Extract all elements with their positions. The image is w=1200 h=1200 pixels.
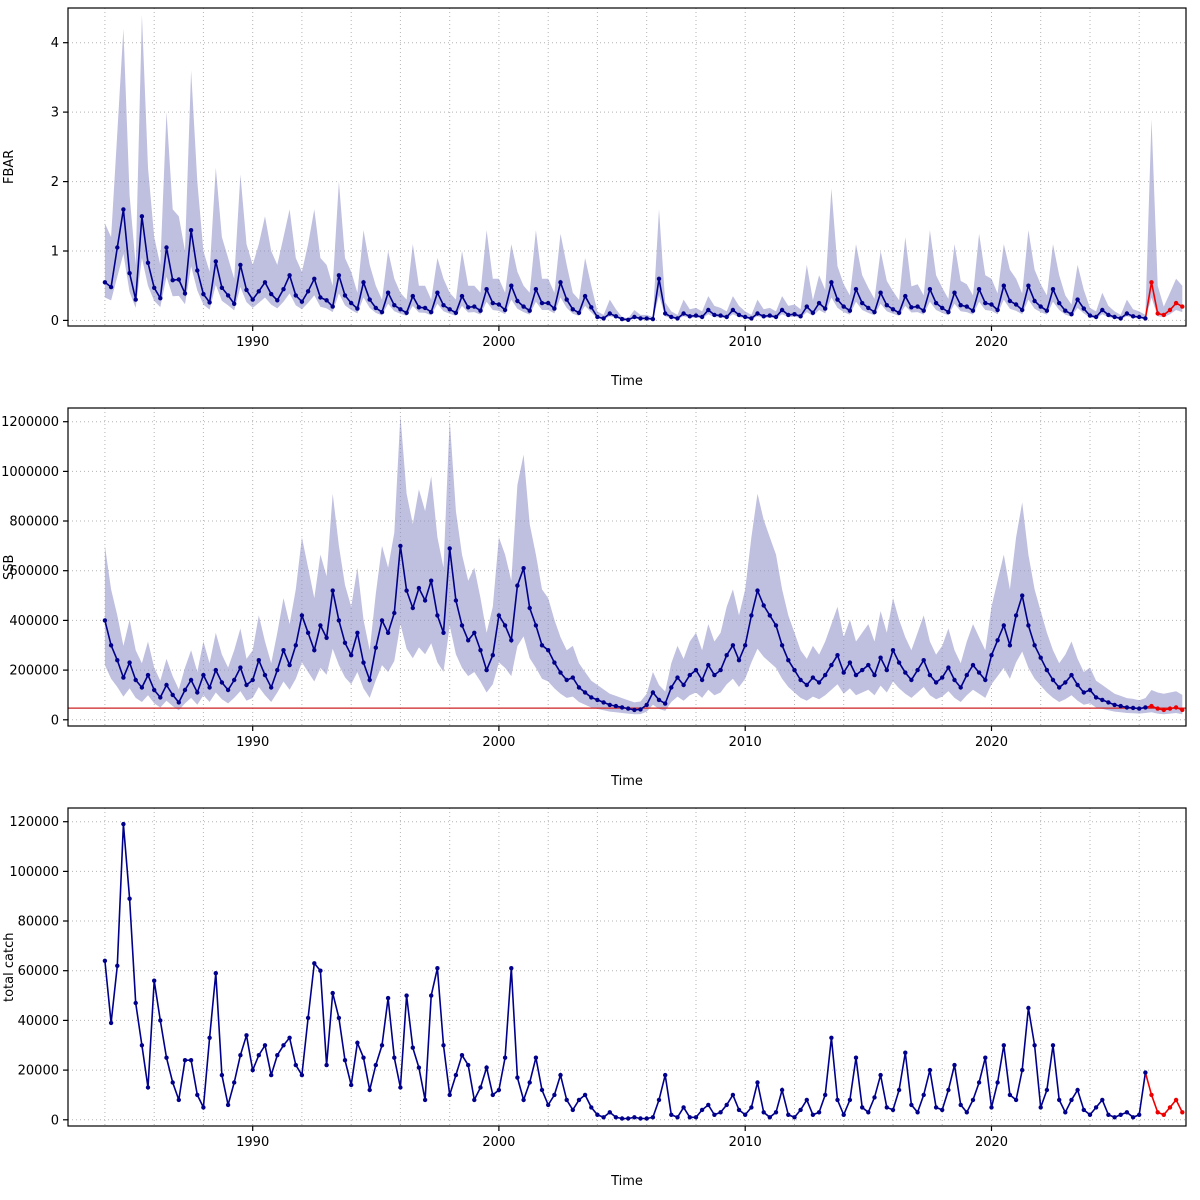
svg-text:100000: 100000	[9, 865, 59, 880]
axis-frame	[63, 7, 1187, 331]
y-axis-title: SSB	[2, 554, 17, 580]
svg-text:60000: 60000	[18, 964, 59, 979]
svg-text:2000: 2000	[482, 1135, 515, 1150]
svg-text:2010: 2010	[729, 335, 762, 350]
svg-text:0: 0	[51, 713, 59, 728]
total-catch-chart-panel: total catch 1990 2000 2010 2020 0 20000 40000 6…	[0, 800, 1200, 1200]
confidence-band	[104, 14, 1183, 321]
svg-text:2000: 2000	[482, 335, 515, 350]
svg-text:2010: 2010	[729, 735, 762, 750]
svg-text:120000: 120000	[9, 815, 59, 830]
svg-text:1990: 1990	[236, 335, 269, 350]
svg-text:800000: 800000	[9, 515, 59, 530]
confidence-band	[104, 415, 1183, 715]
svg-text:1990: 1990	[236, 1135, 269, 1150]
svg-text:2000: 2000	[482, 735, 515, 750]
svg-text:2: 2	[51, 175, 59, 190]
tick-labels: 1990 2000 2010 2020 0 20000 40000 60000 80000 100…	[9, 815, 1008, 1150]
x-axis-title: Time	[611, 1174, 643, 1189]
fbar-chart: 1990 2000 2010 2020 0 1 2 3 4	[51, 7, 1187, 350]
data-points	[102, 821, 1185, 1121]
y-axis-title: FBAR	[2, 149, 17, 185]
svg-text:4: 4	[51, 36, 59, 51]
x-axis-title: Time	[611, 774, 643, 789]
svg-text:0: 0	[51, 1113, 59, 1128]
total-catch-chart: 1990 2000 2010 2020 0 20000 40000 60000 80000 100…	[9, 807, 1187, 1150]
svg-text:2010: 2010	[729, 1135, 762, 1150]
ssb-chart-panel: SSB 1990 2000 2010 2020 0 200000 400000 600000 8…	[0, 400, 1200, 800]
svg-text:0: 0	[51, 314, 59, 329]
axis-frame	[63, 807, 1187, 1131]
svg-text:600000: 600000	[9, 564, 59, 579]
y-axis-title: total catch	[2, 932, 17, 1002]
svg-text:400000: 400000	[9, 614, 59, 629]
series-line	[104, 824, 1147, 1120]
x-axis-title: Time	[611, 374, 643, 389]
data-points	[102, 543, 1185, 713]
svg-text:1000000: 1000000	[1, 465, 59, 480]
svg-text:20000: 20000	[18, 1064, 59, 1079]
axis-frame	[63, 407, 1187, 731]
svg-text:3: 3	[51, 106, 59, 121]
svg-text:2020: 2020	[975, 335, 1008, 350]
svg-text:1200000: 1200000	[1, 415, 59, 430]
fbar-chart-panel: FBAR 1990 2000 2010 2020 0 1 2 3 4 Time	[0, 0, 1200, 400]
svg-text:80000: 80000	[18, 915, 59, 930]
svg-text:2020: 2020	[975, 1135, 1008, 1150]
svg-text:200000: 200000	[9, 664, 59, 679]
tick-labels: 1990 2000 2010 2020 0 1 2 3 4	[51, 36, 1008, 350]
svg-text:1990: 1990	[236, 735, 269, 750]
svg-text:40000: 40000	[18, 1014, 59, 1029]
svg-text:2020: 2020	[975, 735, 1008, 750]
tick-labels: 1990 2000 2010 2020 0 200000 400000 600000 80000…	[1, 415, 1008, 750]
svg-text:1: 1	[51, 245, 59, 260]
data-points	[102, 207, 1185, 322]
ssb-chart: 1990 2000 2010 2020 0 200000 400000 600000 80000…	[1, 407, 1187, 750]
